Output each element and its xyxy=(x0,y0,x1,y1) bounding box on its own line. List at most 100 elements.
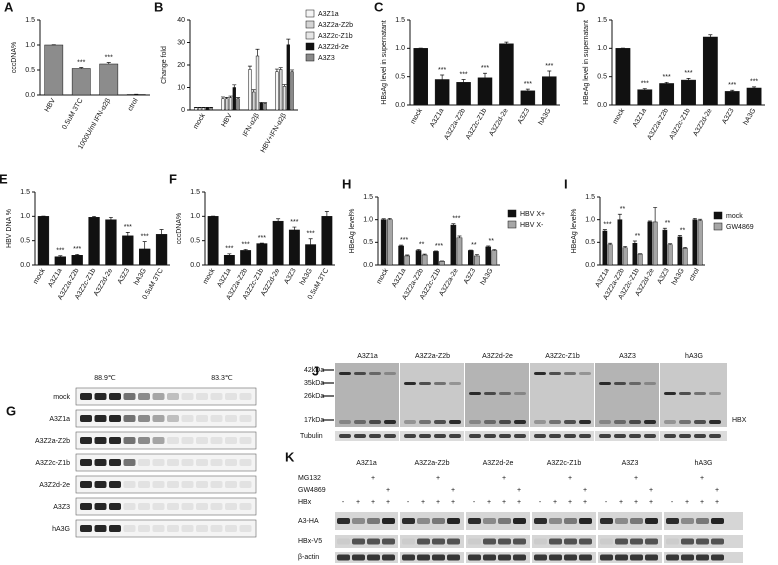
blot-band xyxy=(225,415,237,422)
treatment-sign: - xyxy=(605,499,608,506)
significance: *** xyxy=(728,82,736,89)
bar xyxy=(386,219,393,266)
blot-band xyxy=(434,382,446,385)
bar xyxy=(288,229,300,266)
blot-band xyxy=(579,434,591,438)
x-tick-label: A3Z3 xyxy=(463,267,477,285)
y-tick-label: 0.0 xyxy=(597,102,607,109)
blot-band xyxy=(404,434,416,438)
blot-band xyxy=(210,525,223,532)
bar xyxy=(290,71,294,111)
blot-band xyxy=(664,392,676,395)
blot-band xyxy=(80,415,92,422)
blot-band xyxy=(615,554,628,561)
blot-band xyxy=(354,434,366,438)
bar xyxy=(542,76,557,106)
significance: *** xyxy=(481,65,489,72)
blot-band xyxy=(483,538,496,545)
treatment-sign: + xyxy=(502,475,506,482)
bar xyxy=(413,48,428,106)
blot-panel xyxy=(335,431,399,441)
legend-swatch xyxy=(305,9,315,18)
column-label: A3Z2a-Z2b xyxy=(414,460,449,467)
blot-band xyxy=(447,538,460,545)
blot-strip xyxy=(75,519,257,538)
blot-band xyxy=(514,434,526,438)
error-bar xyxy=(457,235,462,238)
blot-band xyxy=(352,554,365,561)
blot-band xyxy=(630,538,643,545)
blot-band xyxy=(123,481,136,488)
error-bar xyxy=(292,226,297,230)
blot-band xyxy=(645,518,658,524)
x-tick-label: A3Z1a xyxy=(47,267,63,288)
error-bar xyxy=(228,95,233,98)
blot-band xyxy=(80,481,92,488)
blot-band xyxy=(210,393,223,400)
blot-band xyxy=(484,434,496,438)
blot-band xyxy=(123,393,136,400)
blot-band xyxy=(630,554,643,561)
error-bar xyxy=(492,249,497,251)
blot-band xyxy=(679,392,691,395)
blot-band xyxy=(404,382,416,385)
bar xyxy=(240,250,252,266)
y-tick-label: 30 xyxy=(177,39,185,46)
blot-band xyxy=(681,538,694,545)
panel-label: G xyxy=(6,403,16,418)
blot-band xyxy=(402,518,415,524)
blot-band xyxy=(666,518,679,524)
y-tick-label: 0.0 xyxy=(363,262,373,269)
blot-band xyxy=(549,420,561,424)
blot-band xyxy=(138,437,150,444)
blot-band xyxy=(499,434,511,438)
blot-strip xyxy=(75,453,257,472)
significance: ** xyxy=(620,206,626,213)
bar xyxy=(415,250,422,266)
blot-band xyxy=(354,420,366,424)
legend-label: A3Z3 xyxy=(318,55,335,62)
bar xyxy=(321,216,333,266)
error-bar xyxy=(642,88,647,90)
significance: *** xyxy=(141,233,149,240)
x-tick-label: hA3G xyxy=(742,107,757,126)
y-tick-label: 0.5 xyxy=(395,74,405,81)
significance: *** xyxy=(750,79,758,86)
bar xyxy=(225,98,229,111)
band-label: HBX xyxy=(732,417,747,424)
blot-band xyxy=(196,503,208,510)
x-tick-label: A3Z2d-2e xyxy=(488,107,509,137)
error-bar xyxy=(692,217,697,220)
blot-band xyxy=(196,481,208,488)
blot-band xyxy=(225,481,237,488)
y-axis-label: HBeAg level% xyxy=(349,209,356,254)
bar xyxy=(255,55,260,111)
bar xyxy=(248,69,252,111)
blot-band xyxy=(614,420,626,424)
blot-band xyxy=(167,481,179,488)
y-axis-label: Change fold xyxy=(161,46,168,84)
error-bar xyxy=(324,211,329,217)
significance: *** xyxy=(452,216,460,223)
error-bar xyxy=(698,218,703,221)
treatment-sign: + xyxy=(715,487,719,494)
significance: ** xyxy=(489,238,495,245)
blot-band xyxy=(432,538,445,545)
error-bar xyxy=(106,62,111,64)
significance: ** xyxy=(680,227,686,234)
legend-swatch xyxy=(305,53,315,62)
blot-band xyxy=(382,554,395,561)
column-label: hA3G xyxy=(685,353,703,360)
blot-band xyxy=(94,415,107,422)
blot-band xyxy=(384,372,396,375)
blot-band xyxy=(664,420,676,424)
blot-band xyxy=(239,415,252,422)
significance: ** xyxy=(419,241,425,248)
bar xyxy=(433,251,439,266)
blot-band xyxy=(123,503,136,510)
bar xyxy=(54,256,66,266)
x-tick-label: IFN-α2β xyxy=(242,112,261,138)
error-bar xyxy=(686,78,691,81)
error-bar xyxy=(251,89,256,92)
blot-band xyxy=(498,518,511,524)
